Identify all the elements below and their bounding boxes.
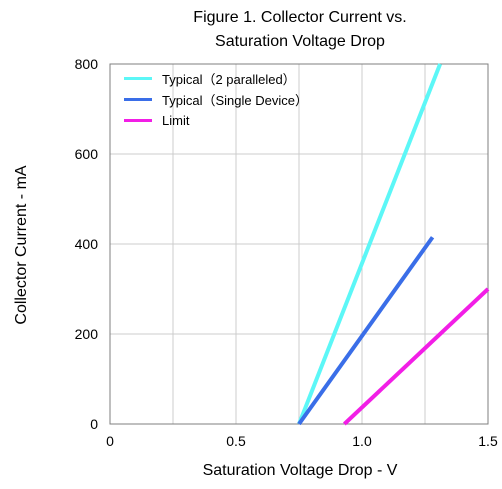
y-tick-label: 800: [75, 56, 99, 72]
chart-title-line-1: Figure 1. Collector Current vs.: [193, 9, 407, 26]
series-line-1: [297, 63, 442, 425]
series-line-3: [342, 287, 490, 426]
legend-swatch-typical-single-device: [124, 98, 152, 101]
x-tick-label: 1.0: [352, 433, 372, 449]
y-tick-label: 400: [75, 236, 99, 252]
legend-label: Limit: [162, 113, 190, 128]
legend-label: Typical（Single Device）: [162, 93, 308, 108]
legend-item: Limit: [124, 110, 308, 131]
legend-item: Typical（Single Device）: [124, 89, 308, 110]
legend-item: Typical（2 paralleled）: [124, 68, 308, 89]
y-tick-label: 200: [75, 326, 99, 342]
legend: Typical（2 paralleled） Typical（Single Dev…: [124, 68, 308, 131]
y-tick-label: 0: [90, 416, 98, 432]
legend-swatch-limit: [124, 119, 152, 122]
x-tick-label: 1.5: [478, 433, 498, 449]
series-line-2: [297, 236, 435, 426]
chart-title-line-2: Saturation Voltage Drop: [215, 33, 385, 50]
y-axis-label: Collector Current - mA: [13, 165, 30, 325]
legend-swatch-typical-2-paralleled: [124, 77, 152, 80]
x-tick-label: 0: [106, 433, 114, 449]
x-tick-label: 0.5: [226, 433, 246, 449]
y-tick-label: 600: [75, 146, 99, 162]
x-axis-label: Saturation Voltage Drop - V: [202, 462, 398, 479]
legend-label: Typical（2 paralleled）: [162, 72, 296, 87]
